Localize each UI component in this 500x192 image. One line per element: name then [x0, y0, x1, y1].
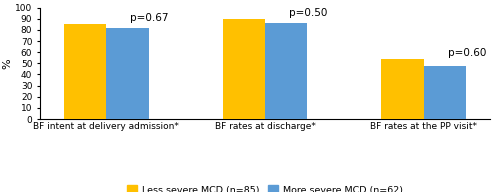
Text: p=0.50: p=0.50	[289, 8, 327, 18]
Bar	[382, 59, 424, 119]
Bar	[64, 24, 106, 119]
Text: p=0.60: p=0.60	[448, 48, 486, 58]
Bar	[265, 23, 308, 119]
Legend: Less severe MCD (n=85), More severe MCD (n=62): Less severe MCD (n=85), More severe MCD …	[124, 182, 406, 192]
Bar	[222, 19, 265, 119]
Bar	[106, 28, 148, 119]
Text: p=0.67: p=0.67	[130, 13, 168, 23]
Y-axis label: %: %	[2, 58, 12, 69]
Bar	[424, 66, 466, 119]
